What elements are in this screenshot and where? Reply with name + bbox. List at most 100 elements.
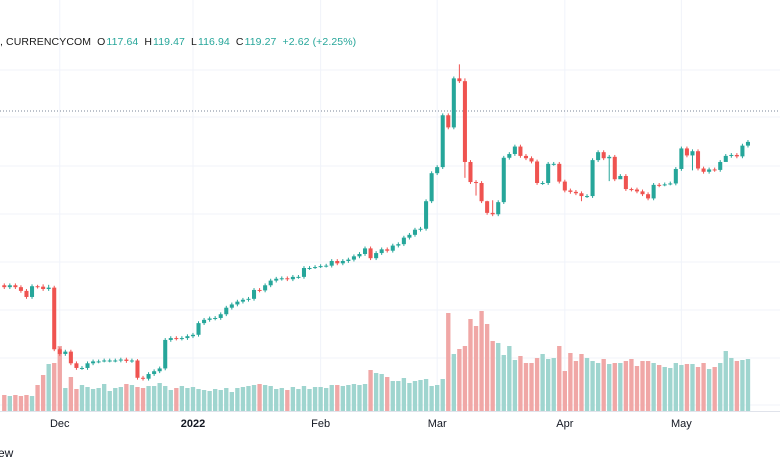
candle-body <box>435 167 440 174</box>
candle-body <box>585 196 590 198</box>
volume-bar <box>385 377 390 411</box>
volume-bar <box>723 351 728 411</box>
volume-bar <box>595 363 601 411</box>
volume-bar <box>562 371 567 411</box>
candle-body <box>263 285 268 291</box>
candle-body <box>479 182 484 202</box>
candle-body <box>324 265 329 267</box>
candle-body <box>640 191 645 195</box>
candle-body <box>229 304 234 308</box>
volume-bar <box>601 359 606 411</box>
ohlc-legend: , CURRENCYCOM O117.64 H119.47 L116.94 C119.2… <box>0 36 362 48</box>
volume-bar <box>518 356 523 411</box>
candle-body <box>501 157 506 203</box>
volume-bar <box>118 387 123 411</box>
candle-body <box>618 175 623 180</box>
volume-bar <box>229 392 234 411</box>
candle-body <box>24 290 29 297</box>
candle-body <box>30 286 35 297</box>
volume-bar <box>673 363 678 411</box>
x-tick-label: 2022 <box>181 418 205 430</box>
open-label: O <box>97 36 106 48</box>
volume-bar <box>529 363 534 411</box>
volume-bar <box>407 383 412 411</box>
candle-body <box>235 301 240 305</box>
volume-bar <box>18 396 24 411</box>
volume-bar <box>618 363 623 411</box>
volume-bar <box>96 388 101 411</box>
candle-body <box>518 146 523 156</box>
volume-bar <box>729 358 734 411</box>
candle-body <box>2 285 7 288</box>
candle-body <box>401 237 406 245</box>
candle-body <box>451 78 456 128</box>
volume-bar <box>135 387 140 411</box>
candle-body <box>734 154 739 157</box>
volume-bar <box>29 396 35 411</box>
volume-bar <box>396 381 401 411</box>
footer-bar: ew <box>0 434 780 470</box>
candle-body <box>529 158 534 162</box>
volume-bar <box>262 385 268 411</box>
volume-bar <box>418 380 423 411</box>
candle-body <box>679 148 684 169</box>
volume-bar <box>557 346 562 411</box>
volume-bar <box>451 354 456 411</box>
candle-body <box>91 361 96 364</box>
volume-bar <box>473 326 479 411</box>
candle-body <box>424 201 429 229</box>
candle-body <box>63 351 68 354</box>
x-tick-label: May <box>671 418 692 430</box>
volume-bar <box>113 388 118 411</box>
candle-body <box>102 360 107 362</box>
volume-bar <box>435 385 440 411</box>
volume-bar <box>335 385 340 411</box>
candle-body <box>240 299 245 302</box>
volume-bar <box>501 355 506 411</box>
volume-bar <box>607 364 612 411</box>
candle-body <box>135 360 140 378</box>
volume-bar <box>301 386 307 411</box>
footer-partial-text[interactable]: ew <box>0 446 14 460</box>
candle-body <box>673 168 678 184</box>
candle-body <box>218 314 223 318</box>
candle-body <box>551 163 556 165</box>
volume-bar <box>285 390 290 411</box>
volume-bar <box>13 395 18 411</box>
candle-body <box>346 259 351 261</box>
candle-body <box>13 285 18 288</box>
candle-body <box>79 367 84 369</box>
candle-body <box>523 155 528 159</box>
candle-body <box>379 249 384 254</box>
volume-bar <box>251 385 257 411</box>
volume-bar <box>357 385 362 411</box>
candle-body <box>296 276 301 278</box>
volume-bar <box>235 388 240 411</box>
volume-bar <box>657 365 662 411</box>
change-value: +2.62 (+2.25%) <box>282 36 357 48</box>
candle-body <box>629 189 634 191</box>
high-value: 119.47 <box>153 36 185 48</box>
volume-bar <box>484 324 490 411</box>
candle-body <box>601 152 606 159</box>
low-label: L <box>190 36 197 48</box>
candle-body <box>562 181 567 191</box>
candle-body <box>657 184 662 186</box>
candle-body <box>396 244 401 246</box>
volume-bar <box>523 363 529 411</box>
volume-bar <box>257 384 262 411</box>
volume-bar <box>701 363 706 411</box>
candle-body <box>546 163 551 183</box>
volume-bar <box>423 379 429 411</box>
volume-bar <box>40 375 46 411</box>
volume-bar <box>479 311 484 411</box>
candle-body <box>318 266 323 268</box>
x-tick-label: Apr <box>556 418 573 430</box>
candle-body <box>146 374 151 379</box>
volume-bar <box>63 388 68 411</box>
volume-bar <box>695 367 701 411</box>
candle-body <box>496 202 501 215</box>
volume-bar <box>85 387 90 411</box>
candle-body <box>457 78 462 82</box>
close-value: 119.27 <box>244 36 277 48</box>
